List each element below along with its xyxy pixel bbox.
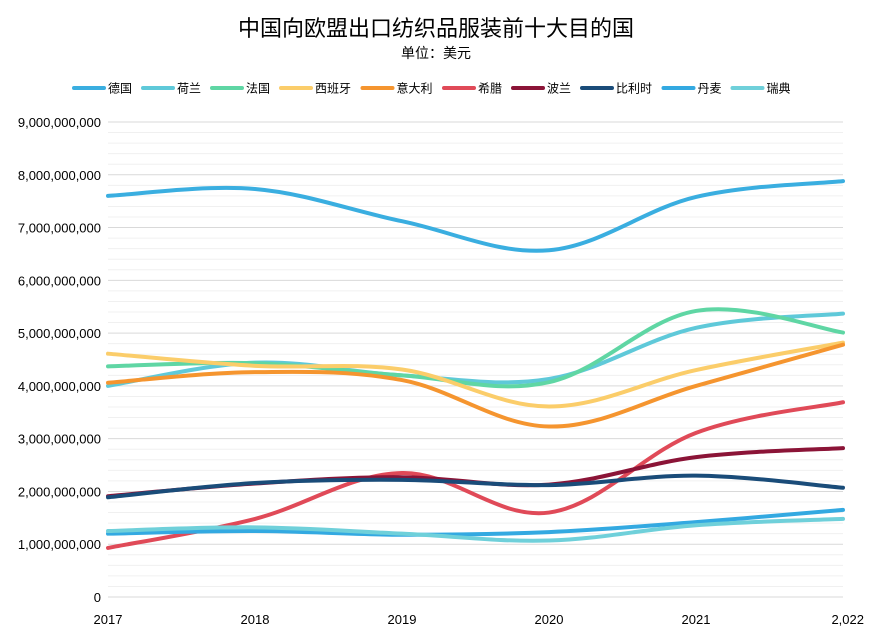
legend-label-5: 希腊 [478, 81, 502, 96]
legend: 德国 荷兰 法国 西班牙 意大利 希腊 波兰 比利时 丹麦 瑞典 [72, 81, 791, 96]
series-line-9 [106, 516, 845, 543]
series-line-4 [106, 342, 845, 429]
legend-label-1: 荷兰 [177, 82, 201, 96]
legend-label-0: 德国 [108, 81, 132, 96]
series-lines [106, 179, 845, 550]
x-tick-label: 2017 [94, 612, 123, 627]
x-tick-label: 2019 [388, 612, 417, 627]
legend-label-8: 丹麦 [698, 82, 722, 96]
y-tick-label: 8,000,000,000 [18, 168, 101, 183]
x-tick-label: 2018 [241, 612, 270, 627]
legend-label-3: 西班牙 [315, 82, 351, 96]
legend-label-9: 瑞典 [767, 82, 791, 96]
y-tick-label: 6,000,000,000 [18, 273, 101, 288]
x-tick-label: 2021 [682, 612, 711, 627]
x-tick-label: 2020 [535, 612, 564, 627]
series-line-8 [106, 507, 845, 537]
legend-label-2: 法国 [246, 82, 270, 96]
series-line-7 [106, 473, 845, 500]
legend-label-6: 波兰 [547, 82, 571, 96]
legend-label-4: 意大利 [397, 81, 433, 96]
series-line-5 [106, 400, 845, 550]
y-tick-label: 2,000,000,000 [18, 484, 101, 499]
y-axis: 0 1,000,000,000 2,000,000,000 3,000,000,000… [18, 115, 101, 605]
series-line-0 [106, 179, 845, 253]
y-tick-label: 9,000,000,000 [18, 115, 101, 130]
y-tick-label: 0 [94, 590, 101, 605]
y-tick-label: 3,000,000,000 [18, 432, 101, 447]
y-tick-label: 1,000,000,000 [18, 537, 101, 552]
series-line-3 [106, 340, 845, 409]
x-axis: 2017 2018 2019 2020 2021 2,022 [94, 612, 864, 627]
legend-label-7: 比利时 [616, 82, 652, 96]
x-tick-label: 2,022 [831, 612, 864, 627]
chart-subtitle: 单位：美元 [401, 46, 471, 62]
y-tick-label: 5,000,000,000 [18, 326, 101, 341]
y-tick-label: 4,000,000,000 [18, 379, 101, 394]
chart-title: 中国向欧盟出口纺织品服装前十大目的国 [238, 17, 634, 42]
y-tick-label: 7,000,000,000 [18, 221, 101, 236]
